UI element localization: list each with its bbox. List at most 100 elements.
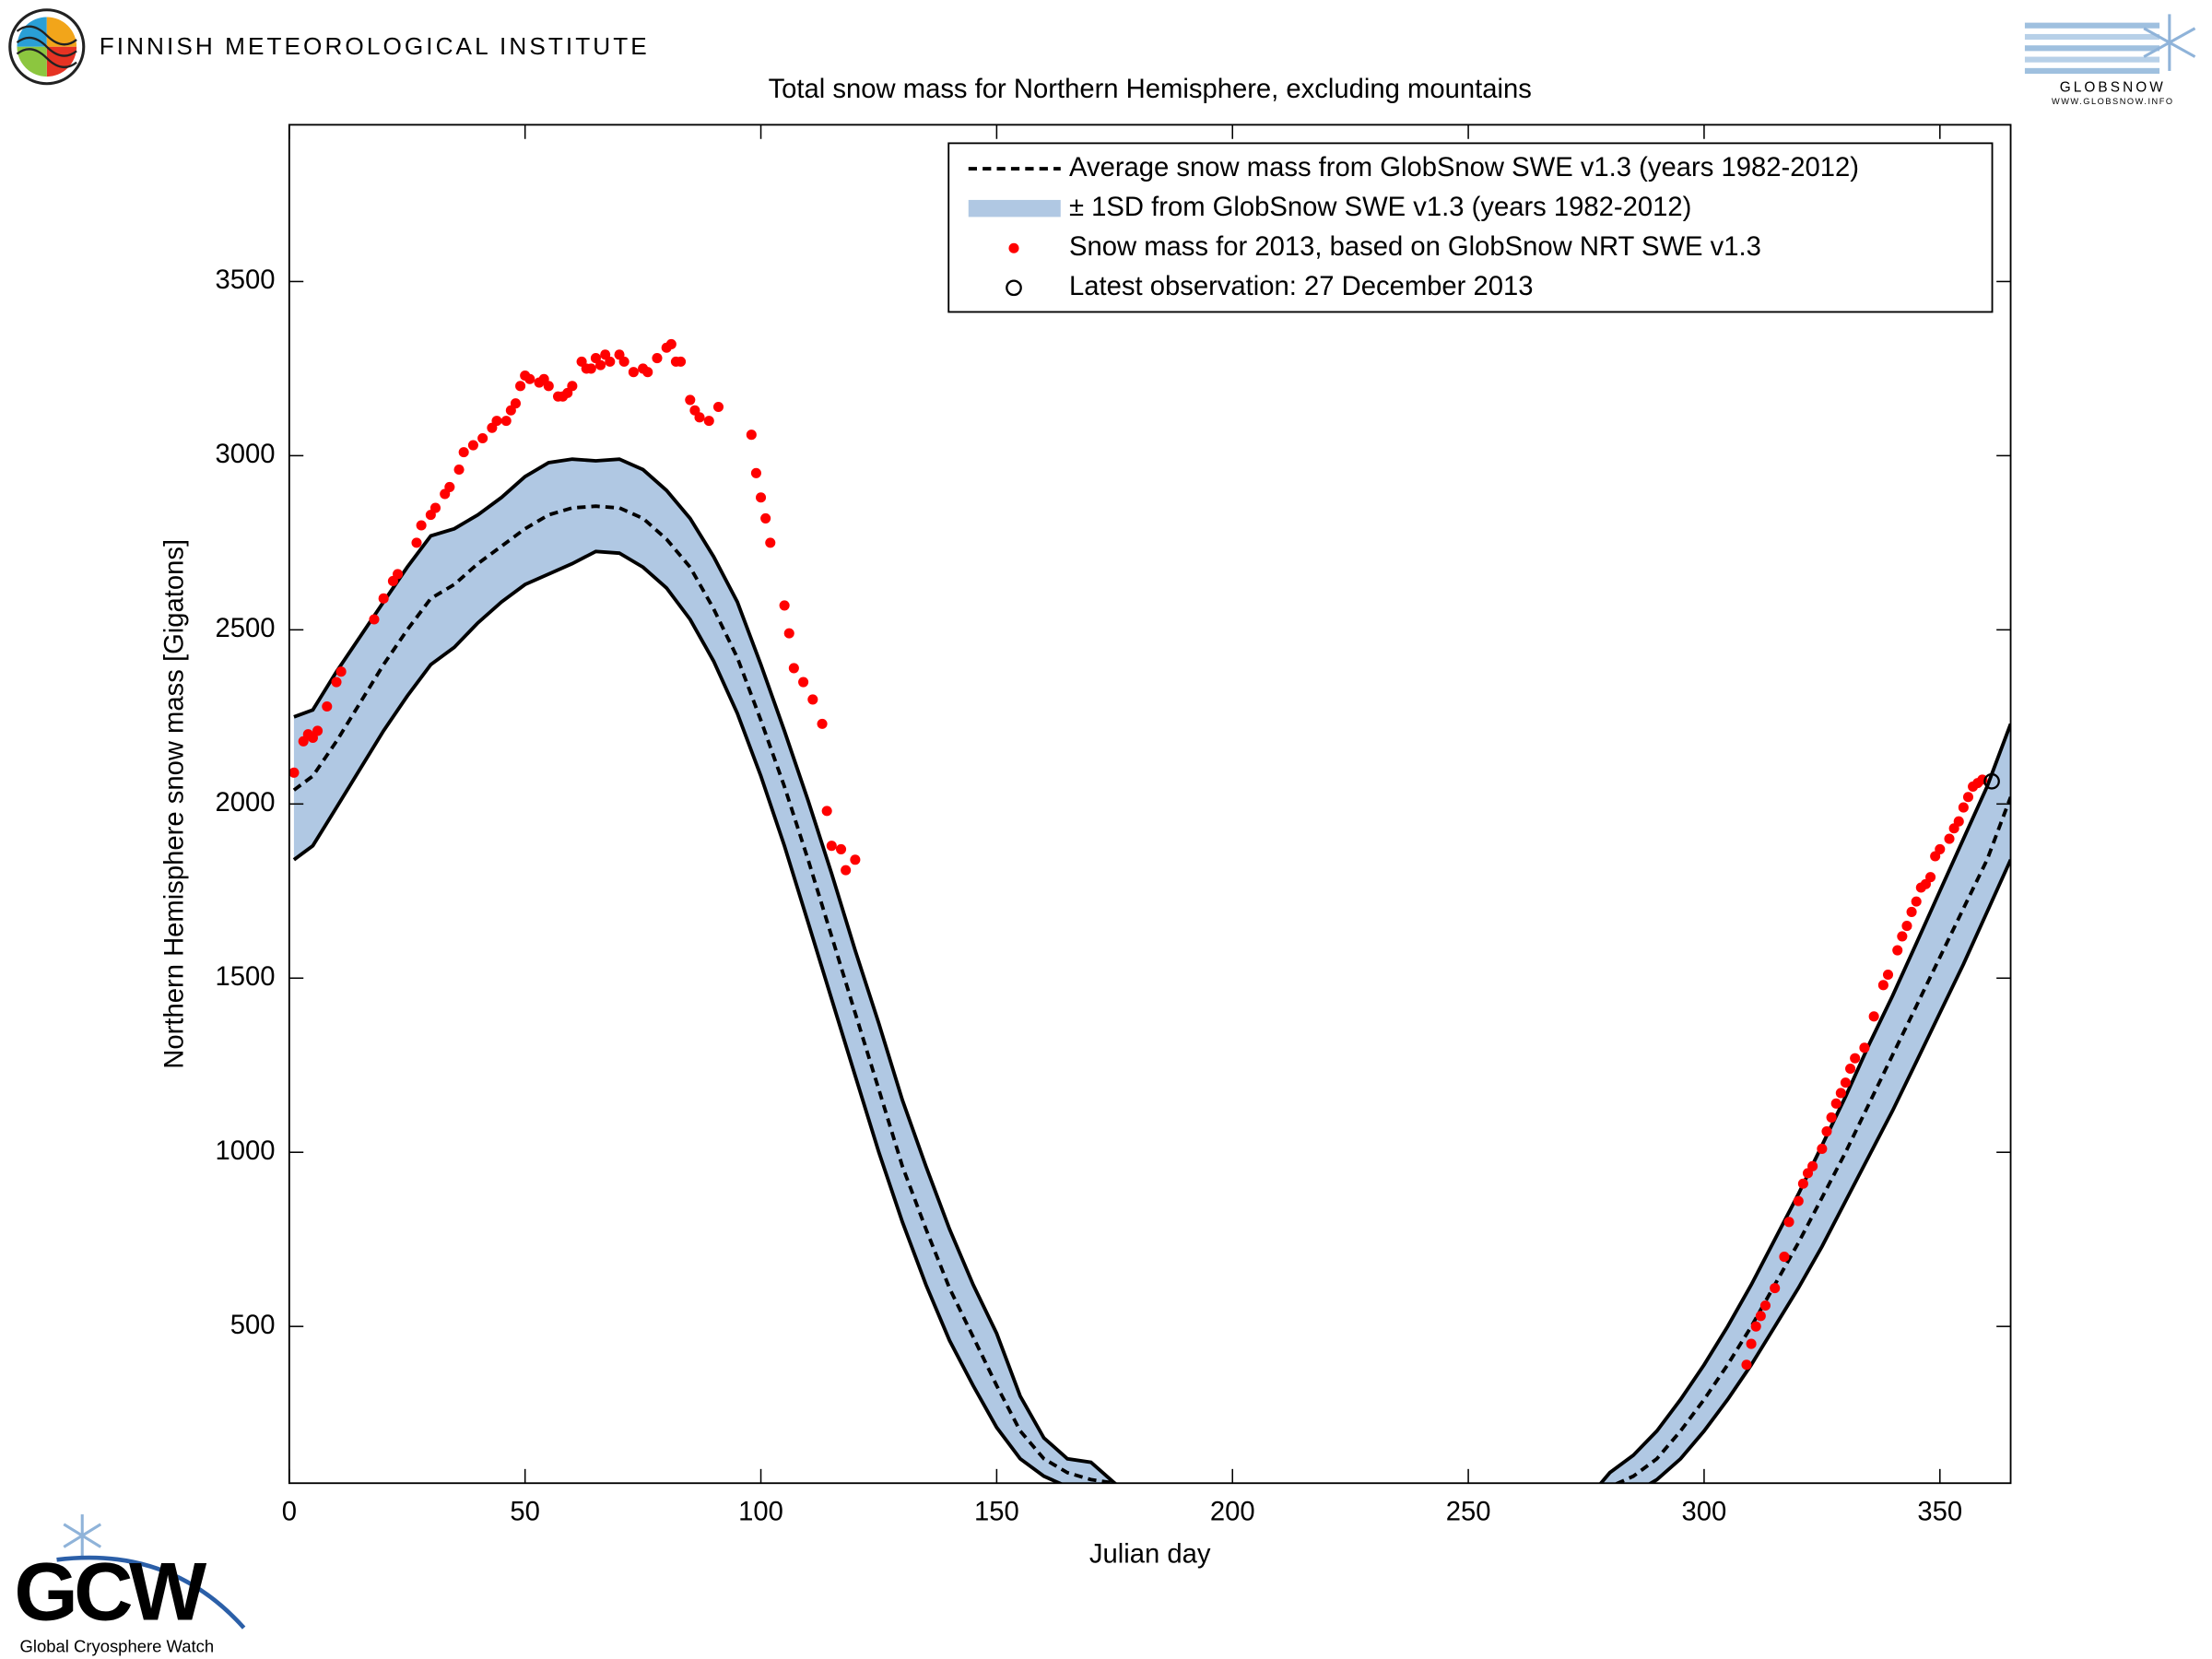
y-axis-label: Northern Hemisphere snow mass [Gigatons]	[159, 539, 189, 1069]
snow-mass-point	[429, 502, 441, 513]
snow-mass-point	[760, 512, 771, 524]
x-tick-label: 200	[1210, 1497, 1255, 1526]
snow-mass-point	[467, 440, 478, 451]
snow-mass-point	[746, 429, 757, 441]
snow-mass-point	[392, 569, 404, 580]
legend-label: ± 1SD from GlobSnow SWE v1.3 (years 1982…	[1069, 193, 1691, 222]
legend-label: Snow mass for 2013, based on GlobSnow NR…	[1069, 232, 1761, 262]
snow-mass-point	[1797, 1178, 1808, 1189]
snow-mass-point	[779, 600, 790, 611]
snow-mass-point	[1826, 1112, 1837, 1123]
snow-mass-point	[510, 398, 521, 409]
y-tick-label: 3500	[215, 265, 275, 295]
globsnow-name: GLOBSNOW	[2060, 79, 2166, 95]
snow-mass-point	[477, 432, 488, 444]
snow-mass-point	[1755, 1311, 1766, 1322]
x-tick-label: 100	[738, 1497, 783, 1526]
x-tick-label: 150	[974, 1497, 1019, 1526]
snow-mass-point	[1845, 1063, 1856, 1075]
y-tick-label: 1000	[215, 1136, 275, 1166]
snow-mass-point	[288, 767, 300, 778]
snow-mass-point	[1741, 1359, 1752, 1371]
latest-observation	[1983, 772, 2000, 790]
snow-mass-point	[416, 520, 427, 531]
snow-mass-point	[1962, 792, 1974, 803]
snow-mass-point	[411, 537, 422, 548]
x-tick-label: 300	[1682, 1497, 1727, 1526]
snow-mass-point	[841, 865, 852, 876]
institute-name: FINNISH METEOROLOGICAL INSTITUTE	[100, 32, 650, 60]
snow-mass-point	[1779, 1252, 1790, 1263]
y-tick-label: 2000	[215, 788, 275, 818]
x-tick-label: 50	[510, 1497, 540, 1526]
snow-mass-point	[685, 394, 696, 406]
snow-mass-point	[826, 841, 837, 852]
snow-mass-point	[378, 593, 389, 604]
snow-mass-point	[694, 412, 705, 423]
y-tick-label: 500	[230, 1311, 276, 1340]
snow-mass-point	[798, 677, 809, 688]
snow-mass-point	[1859, 1042, 1870, 1053]
snow-mass-point	[1830, 1098, 1841, 1109]
snow-mass-point	[1925, 872, 1936, 883]
snow-mass-point	[322, 700, 333, 712]
snow-mass-point	[1877, 980, 1888, 991]
snow-mass-point	[652, 353, 663, 364]
snow-mass-point	[807, 694, 818, 705]
x-axis-label: Julian day	[1089, 1539, 1211, 1569]
snow-mass-point	[756, 492, 767, 503]
legend: Average snow mass from GlobSnow SWE v1.3…	[947, 142, 1994, 313]
snow-mass-point	[491, 416, 502, 427]
legend-box	[947, 142, 1994, 313]
snow-mass-point	[543, 381, 554, 392]
snow-mass-point	[750, 467, 761, 478]
snow-mass-point	[444, 481, 455, 492]
gcw-logo: GCW Global Cryosphere Watch	[14, 1514, 246, 1656]
snow-mass-point	[524, 373, 535, 384]
plot-area	[288, 338, 2011, 1484]
y-tick-label: 2500	[215, 614, 275, 643]
legend-swatch	[1008, 242, 1019, 253]
snow-mass-point	[783, 628, 794, 639]
snow-mass-point	[500, 416, 512, 427]
snow-mass-point	[765, 537, 776, 548]
snow-mass-point	[1793, 1195, 1804, 1206]
snow-mass-point	[1746, 1338, 1757, 1349]
snow-mass-point	[1868, 1011, 1879, 1022]
snow-mass-point	[665, 338, 677, 350]
snow-mass-point	[1892, 945, 1903, 956]
axes: 0 50 100 150 200 250 300 350 500 1000 1500 2000 2500…	[215, 124, 2011, 1526]
snow-mass-point	[335, 666, 347, 677]
snow-mass-point	[312, 725, 324, 736]
snow-mass-point	[1850, 1053, 1861, 1064]
snow-mass-point	[1750, 1321, 1761, 1332]
snow-mass-point	[618, 356, 629, 367]
snow-mass-point	[1840, 1077, 1851, 1088]
snow-mass-point	[1882, 969, 1894, 981]
globsnow-url: WWW.GLOBSNOW.INFO	[2052, 97, 2174, 106]
snow-mass-point	[1783, 1217, 1794, 1228]
snow-mass-point	[835, 843, 847, 854]
sd-band	[293, 459, 2011, 1484]
snow-mass-point	[1770, 1283, 1781, 1294]
snow-mass-point	[1807, 1160, 1818, 1171]
snow-mass-point	[628, 367, 639, 378]
snow-mass-point	[567, 381, 578, 392]
snow-mass-point	[1835, 1088, 1846, 1099]
chart-title: Total snow mass for Northern Hemisphere,…	[769, 75, 1532, 104]
snow-mass-point	[821, 806, 832, 817]
snow-mass-point	[703, 416, 714, 427]
snow-mass-point	[331, 677, 342, 688]
average-line	[292, 504, 2011, 1484]
snow-mass-point	[1821, 1126, 1832, 1137]
snow-mass-point	[1901, 921, 1912, 932]
legend-label: Latest observation: 27 December 2013	[1069, 272, 1534, 301]
legend-swatch	[1006, 279, 1022, 297]
snow-mass-point	[788, 663, 799, 674]
snow-mass-point	[605, 356, 616, 367]
gcw-name: GCW	[14, 1545, 207, 1637]
globsnow-logo: GLOBSNOW WWW.GLOBSNOW.INFO	[2024, 14, 2196, 106]
snow-mass-point	[1897, 931, 1908, 942]
